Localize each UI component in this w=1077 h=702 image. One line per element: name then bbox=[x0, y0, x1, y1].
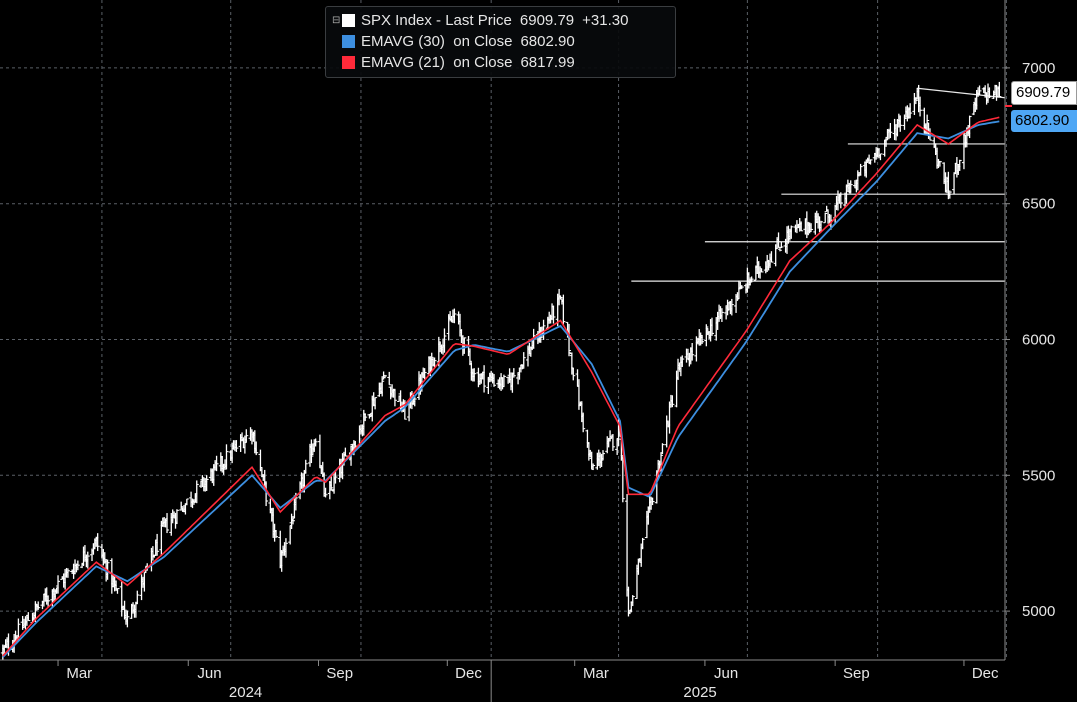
y-tick-label: 6500 bbox=[1022, 196, 1055, 213]
x-tick-label: Sep bbox=[326, 665, 353, 682]
x-tick-label: Sep bbox=[843, 665, 870, 682]
y-tick-label: 5000 bbox=[1022, 603, 1055, 620]
trend-lines bbox=[631, 87, 1006, 282]
ema-lines bbox=[2, 116, 1000, 658]
y-tick-label: 7000 bbox=[1022, 60, 1055, 77]
trend-line bbox=[917, 87, 1006, 99]
x-tick-label: Mar bbox=[583, 665, 609, 682]
legend-swatch-price bbox=[342, 14, 355, 27]
collapse-icon[interactable]: ⊟ bbox=[332, 15, 341, 26]
x-tick-label: Mar bbox=[66, 665, 92, 682]
legend-row-ema21[interactable]: EMAVG (21) on Close 6817.99 bbox=[332, 52, 669, 73]
legend-value-ema30: 6802.90 bbox=[520, 33, 575, 50]
last-price-tag: 6909.79 bbox=[1011, 81, 1077, 105]
legend-label-ema21: EMAVG (21) on Close bbox=[361, 54, 513, 71]
legend-value-ema21: 6817.99 bbox=[520, 54, 575, 71]
y-tick-label: 5500 bbox=[1022, 467, 1055, 484]
legend-label-price: SPX Index - Last Price bbox=[361, 12, 512, 29]
ema30-line bbox=[2, 120, 1000, 658]
axes: 5000 5500 6000 6500 7000 Mar Jun Sep Dec Mar Jun Se… bbox=[0, 0, 1055, 702]
x-tick-label: Jun bbox=[714, 665, 738, 682]
ema30-price-tag: 6802.90 bbox=[1011, 110, 1077, 132]
x-tick-label: Jun bbox=[197, 665, 221, 682]
ema21-line bbox=[2, 116, 1000, 657]
price-bars bbox=[0, 81, 1002, 661]
legend-row-price[interactable]: ⊟ SPX Index - Last Price 6909.79 +31.30 bbox=[332, 10, 669, 31]
legend-row-ema30[interactable]: EMAVG (30) on Close 6802.90 bbox=[332, 31, 669, 52]
year-label: 2025 bbox=[683, 684, 716, 701]
year-label: 2024 bbox=[229, 684, 262, 701]
legend-value-price: 6909.79 bbox=[519, 12, 575, 29]
legend-change-price: +31.30 bbox=[582, 12, 629, 29]
legend-swatch-ema21 bbox=[342, 56, 355, 69]
legend-label-ema30: EMAVG (30) on Close bbox=[361, 33, 513, 50]
y-tick-label: 6000 bbox=[1022, 332, 1055, 349]
legend-swatch-ema30 bbox=[342, 35, 355, 48]
x-tick-label: Dec bbox=[455, 665, 482, 682]
x-tick-label: Dec bbox=[972, 665, 999, 682]
legend: ⊟ SPX Index - Last Price 6909.79 +31.30 … bbox=[325, 6, 676, 78]
